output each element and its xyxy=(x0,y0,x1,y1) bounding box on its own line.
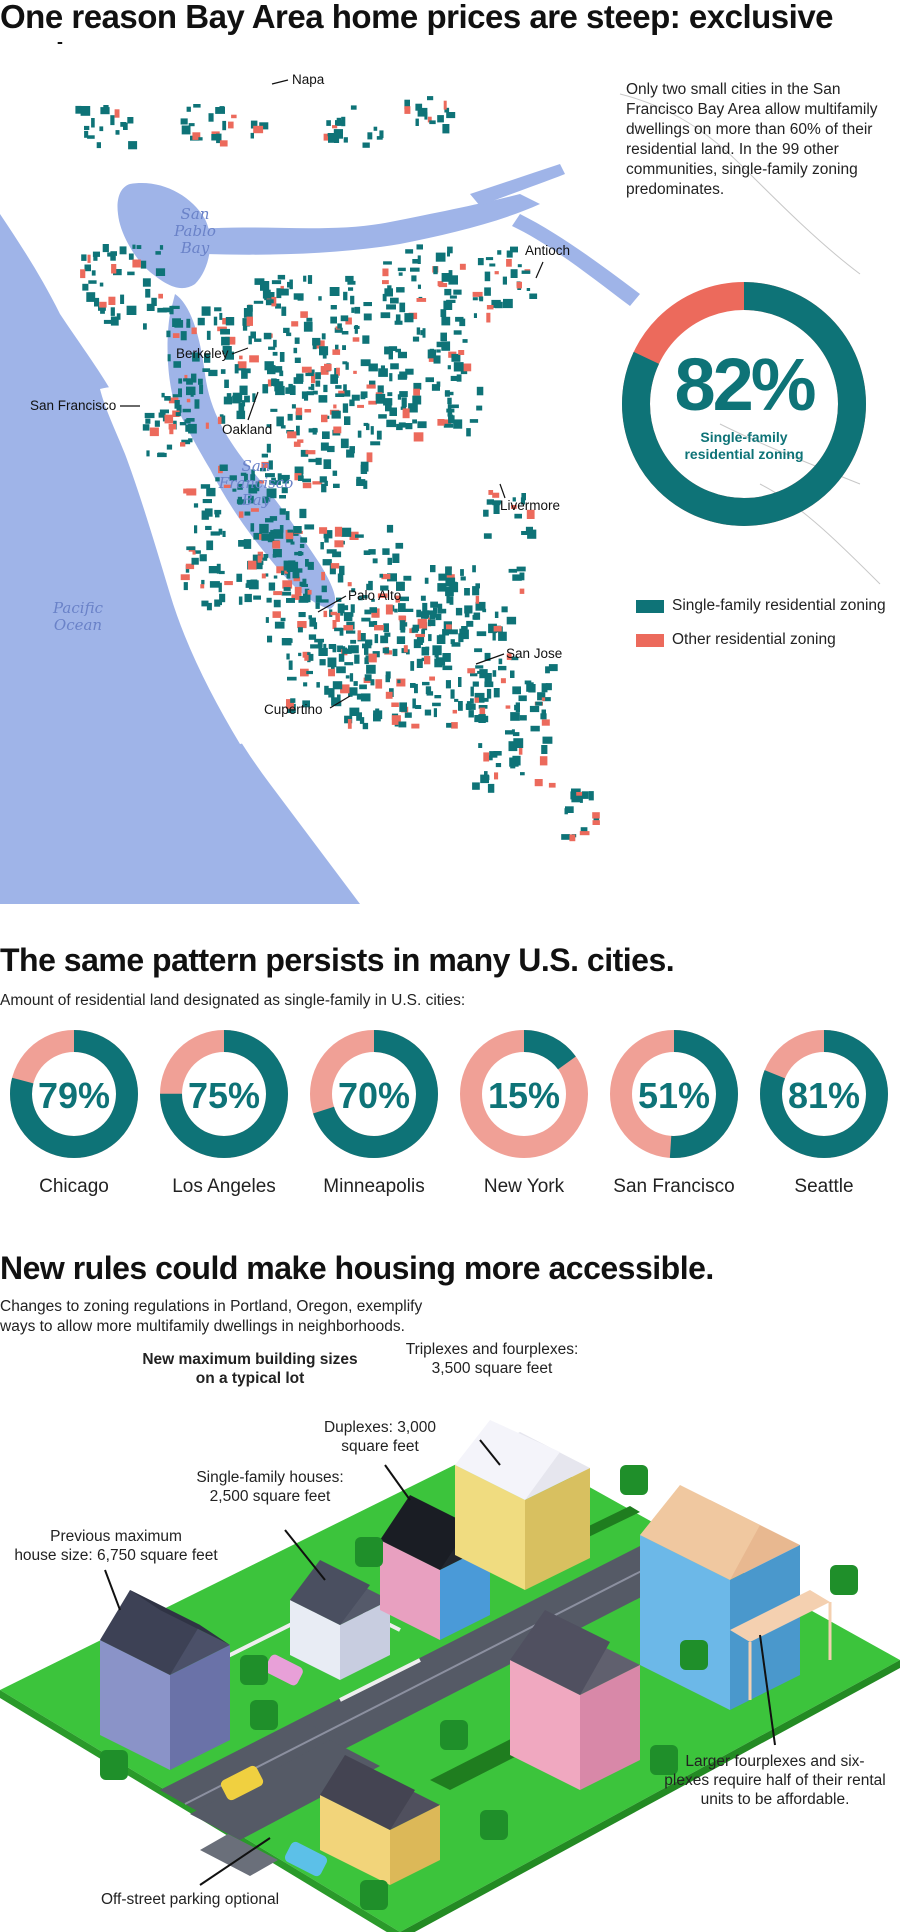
map-label-san-jose: San Jose xyxy=(506,646,563,661)
map-label-berkeley: Berkeley xyxy=(176,346,229,361)
donut-value-label: 75% xyxy=(188,1075,260,1116)
donut-single-family-arc xyxy=(160,1030,288,1158)
house-previous-maximum xyxy=(100,1590,230,1770)
section-subtitle-rules: Changes to zoning regulations in Portlan… xyxy=(0,1298,423,1335)
car-pink xyxy=(265,1654,303,1686)
city-donut-minneapolis: 70% Minneapolis xyxy=(300,1028,448,1197)
isometric-neighborhood-illustration xyxy=(0,1420,900,1932)
map-label-antioch: Antioch xyxy=(525,243,571,258)
donut-single-family-arc xyxy=(610,1030,738,1158)
legend-swatch-coral xyxy=(636,633,664,647)
annotation-triplex: Triplexes and fourplexes: 3,500 square f… xyxy=(405,1341,579,1377)
house-front xyxy=(320,1755,440,1885)
donut-single-family-arc xyxy=(10,1030,138,1158)
water-label-sf-bay: San Francisco Bay xyxy=(218,457,294,509)
carquinez-strait xyxy=(200,194,540,255)
intro-text: Only two small cities in the San Francis… xyxy=(626,81,878,198)
big-donut-chart: 82% Single-family residential zoning xyxy=(622,282,866,526)
map-label-san-francisco: San Francisco xyxy=(30,398,117,413)
car-yellow xyxy=(220,1765,264,1801)
legend-label-other: Other residential zoning xyxy=(672,631,836,648)
car-blue xyxy=(284,1841,328,1877)
section-title-rules: New rules could make housing more access… xyxy=(0,1250,714,1286)
annotation-parking: Off-street parking optional xyxy=(100,1891,280,1908)
big-donut-caption-1: Single-family xyxy=(700,429,787,445)
house-single-family xyxy=(290,1560,390,1680)
map-label-napa: Napa xyxy=(292,72,325,87)
section-title-cities: The same pattern persists in many U.S. c… xyxy=(0,942,675,978)
map-label-palo-alto: Palo Alto xyxy=(348,588,402,603)
city-donut-los-angeles: 75% Los Angeles xyxy=(150,1028,298,1197)
donut-value-label: 51% xyxy=(638,1075,710,1116)
donut-value-label: 79% xyxy=(38,1075,110,1116)
water-label-pacific-ocean: Pacific Ocean xyxy=(53,599,103,634)
donut-single-family-arc xyxy=(460,1030,588,1158)
city-donut-seattle: 81% Seattle xyxy=(750,1028,898,1197)
annotation-heading: New maximum building sizes on a typical … xyxy=(142,1351,358,1387)
city-donut-chicago: 79% Chicago xyxy=(0,1028,148,1197)
legend-single-family: Single-family residential zoning xyxy=(636,597,886,615)
donut-single-family-arc xyxy=(760,1030,888,1158)
donut-single-family-arc xyxy=(310,1030,438,1158)
city-donut-san-francisco: 51% San Francisco xyxy=(600,1028,748,1197)
map-label-oakland: Oakland xyxy=(222,422,273,437)
annotation-previous-maximum: Previous maximum house size: 6,750 squar… xyxy=(14,1528,218,1564)
house-triplex xyxy=(455,1420,590,1590)
city-donut-new-york: 15% New York xyxy=(450,1028,598,1197)
donut-value-label: 15% xyxy=(488,1075,560,1116)
map-label-cupertino: Cupertino xyxy=(264,702,323,717)
big-donut-single-family-arc xyxy=(622,282,866,526)
annotation-single-family: Single-family houses: 2,500 square feet xyxy=(196,1469,344,1505)
donut-city-label: Chicago xyxy=(39,1176,109,1197)
donut-city-label: Seattle xyxy=(794,1176,854,1197)
pacific-ocean xyxy=(0,214,360,904)
legend-other: Other residential zoning xyxy=(636,631,836,649)
donut-city-label: Minneapolis xyxy=(323,1176,425,1197)
big-donut-caption-2: residential zoning xyxy=(684,446,803,462)
legend-swatch-teal xyxy=(636,599,664,613)
donut-city-label: Los Angeles xyxy=(172,1176,276,1197)
donut-value-label: 81% xyxy=(788,1075,860,1116)
house-fourplex xyxy=(510,1610,640,1790)
trees xyxy=(100,1465,858,1910)
annotation-duplex: Duplexes: 3,000 square feet xyxy=(323,1419,437,1455)
legend-label-single-family: Single-family residential zoning xyxy=(672,597,886,614)
donut-value-label: 70% xyxy=(338,1075,410,1116)
zoning-parcels xyxy=(75,96,600,842)
house-sixplex xyxy=(640,1485,832,1710)
bay-area-zoning-map xyxy=(0,44,900,904)
donut-city-label: New York xyxy=(483,1176,565,1197)
house-duplex xyxy=(380,1495,490,1640)
map-label-livermore: Livermore xyxy=(500,498,561,513)
donut-city-label: San Francisco xyxy=(613,1176,735,1197)
water-label-san-pablo-bay: San Pablo Bay xyxy=(174,205,216,257)
big-donut-value: 82% xyxy=(674,343,814,426)
section-subtitle-cities: Amount of residential land designated as… xyxy=(0,992,466,1009)
annotation-sixplex: Larger fourplexes and six- plexes requir… xyxy=(664,1753,886,1808)
